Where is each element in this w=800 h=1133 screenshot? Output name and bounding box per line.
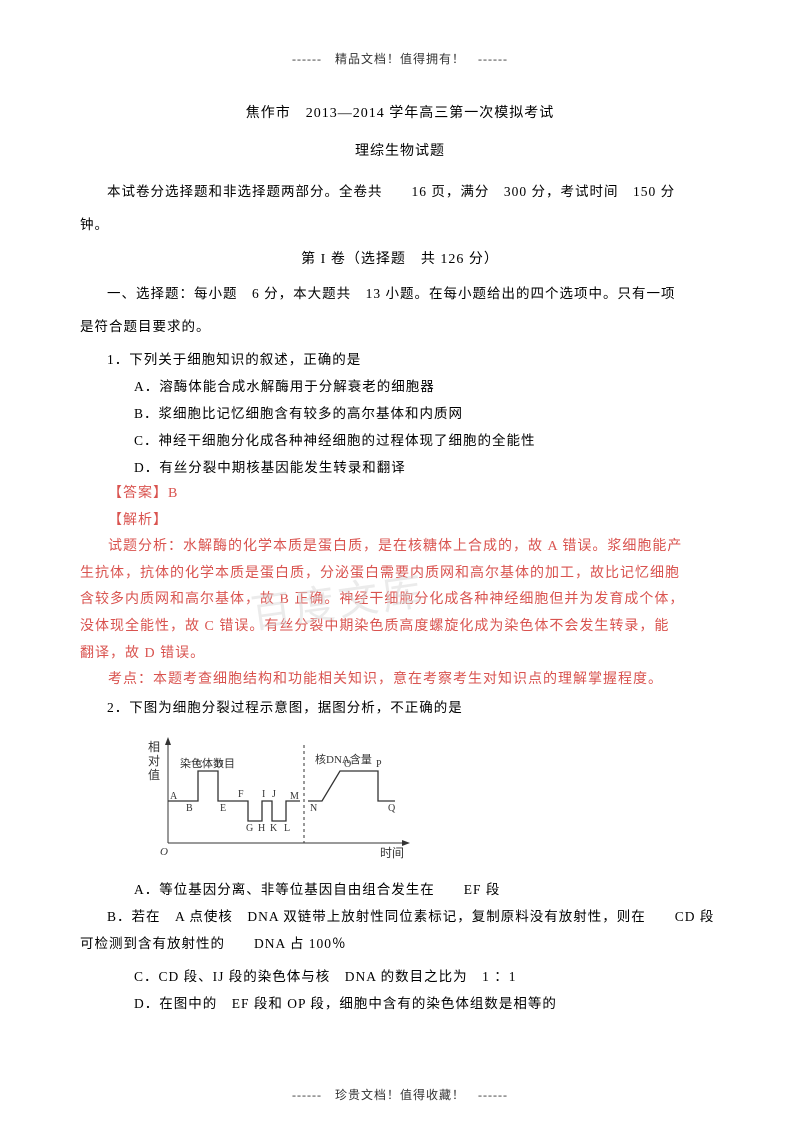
chart-ylabel-1: 相 <box>148 740 160 754</box>
q1-analysis-label: 【解析】 <box>80 508 720 535</box>
q1-ans-l6: 考点：本题考查细胞结构和功能相关知识，意在考察考生对知识点的理解掌握程度。 <box>80 667 720 694</box>
q1-opt-b: B．浆细胞比记忆细胞含有较多的高尔基体和内质网 <box>80 400 720 427</box>
exam-title-2: 理综生物试题 <box>80 140 720 160</box>
q2-opt-b1: B．若在 A 点使核 DNA 双链带上放射性同位素标记，复制原料没有放射性，则在… <box>80 903 720 930</box>
q1-ans-l2: 生抗体，抗体的化学本质是蛋白质，分泌蛋白需要内质网和高尔基体的加工，故比记忆细胞 <box>80 561 720 588</box>
header-note: ------ 精品文档！值得拥有！ ------ <box>80 50 720 67</box>
chart-letter-M: M <box>290 791 299 802</box>
chart-letter-K: K <box>270 823 278 834</box>
chart-letter-L: L <box>284 823 290 834</box>
chart-letter-P: P <box>376 759 382 770</box>
chart-letter-I: I <box>262 789 265 800</box>
exam-intro-2: 钟。 <box>80 211 720 238</box>
chart-letter-N: N <box>310 803 317 814</box>
q1-answer-block: 【答案】B 【解析】 试题分析：水解酶的化学本质是蛋白质，是在核糖体上合成的，故… <box>80 481 720 694</box>
chart-yaxis-arrow <box>165 737 171 745</box>
exam-title-1: 焦作市 2013—2014 学年高三第一次模拟考试 <box>80 102 720 122</box>
choice-intro-1: 一、选择题：每小题 6 分，本大题共 13 小题。在每小题给出的四个选项中。只有… <box>80 280 720 307</box>
q2-opt-a: A．等位基因分离、非等位基因自由组合发生在 EF 段 <box>80 876 720 903</box>
chart-ylabel-3: 值 <box>148 767 160 782</box>
exam-intro-1: 本试卷分选择题和非选择题两部分。全卷共 16 页，满分 300 分，考试时间 1… <box>80 178 720 205</box>
chart-letter-B: B <box>186 803 193 814</box>
chart-letter-E: E <box>220 803 226 814</box>
q1-opt-a: A．溶酶体能合成水解酶用于分解衰老的细胞器 <box>80 373 720 400</box>
chart-xlabel: 时间 <box>380 846 404 860</box>
footer-note: ------ 珍贵文档！值得收藏！ ------ <box>0 1086 800 1103</box>
chart-letter-C: C <box>196 759 203 770</box>
chart-origin: O <box>160 846 168 858</box>
q1-answer-label: 【答案】B <box>80 481 720 508</box>
chart-svg: 相 对 值 O 时间 染色体数目 核DNA含量 C D O P A B E F … <box>140 731 420 861</box>
choice-intro-2: 是符合题目要求的。 <box>80 313 720 340</box>
q1-opt-c: C．神经干细胞分化成各种神经细胞的过程体现了细胞的全能性 <box>80 427 720 454</box>
section-head: 第 I 卷（选择题 共 126 分） <box>80 248 720 268</box>
q1-ans-l5: 翻译，故 D 错误。 <box>80 641 720 668</box>
chart-series1-label: 染色体数目 <box>180 756 235 770</box>
chart-figure: 相 对 值 O 时间 染色体数目 核DNA含量 C D O P A B E F … <box>140 731 720 866</box>
chart-letter-G: G <box>246 823 253 834</box>
chart-ylabel-2: 对 <box>148 754 160 768</box>
chart-letter-J: J <box>272 789 276 800</box>
chart-letter-A: A <box>170 791 178 802</box>
chart-letter-O: O <box>344 759 351 770</box>
chart-series2 <box>308 771 395 801</box>
q1-ans-l1: 试题分析：水解酶的化学本质是蛋白质，是在核糖体上合成的，故 A 错误。浆细胞能产 <box>80 534 720 561</box>
q2-opt-d: D．在图中的 EF 段和 OP 段，细胞中含有的染色体组数是相等的 <box>80 990 720 1017</box>
q1-ans-l4: 没体现全能性，故 C 错误。有丝分裂中期染色质高度螺旋化成为染色体不会发生转录，… <box>80 614 720 641</box>
q2-opt-b2: 可检测到含有放射性的 DNA 占 100％ <box>80 930 720 957</box>
q1-ans-l3: 含较多内质网和高尔基体，故 B 正确。神经干细胞分化成各种神经细胞但并为发育成个… <box>80 587 720 614</box>
q2-opt-c: C．CD 段、IJ 段的染色体与核 DNA 的数目之比为 1 ：1 <box>80 963 720 990</box>
chart-letter-F: F <box>238 789 244 800</box>
chart-letter-D: D <box>216 759 223 770</box>
chart-letter-H: H <box>258 823 265 834</box>
q1-stem: 1．下列关于细胞知识的叙述，正确的是 <box>80 346 720 373</box>
q1-opt-d: D．有丝分裂中期核基因能发生转录和翻译 <box>80 454 720 481</box>
q2-stem: 2．下图为细胞分裂过程示意图，据图分析，不正确的是 <box>80 694 720 721</box>
chart-letter-Q: Q <box>388 803 396 814</box>
